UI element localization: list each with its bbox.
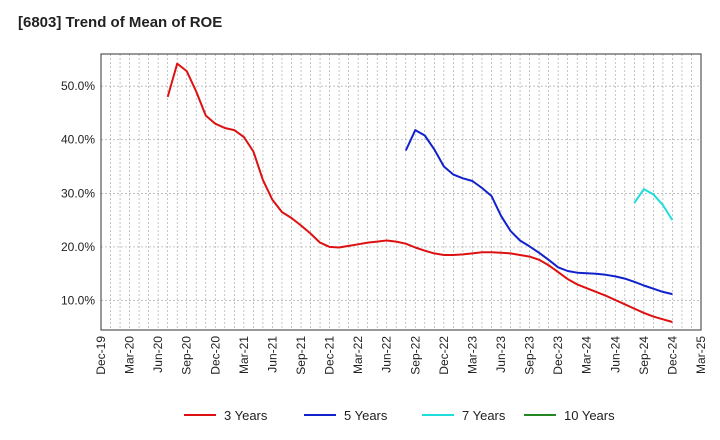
series-line-7-years <box>633 188 674 221</box>
x-tick-label: Mar-23 <box>465 336 479 374</box>
legend-item-7-years: 7 Years <box>422 408 506 423</box>
y-tick-label: 50.0% <box>61 79 95 93</box>
x-tick-label: Dec-20 <box>208 336 222 375</box>
x-tick-label: Sep-22 <box>408 336 422 375</box>
series-line-5-years <box>404 129 673 296</box>
legend-item-3-years: 3 Years <box>184 408 268 423</box>
x-tick-label: Mar-24 <box>580 336 594 374</box>
legend-item-5-years: 5 Years <box>304 408 388 423</box>
x-tick-label: Jun-23 <box>494 336 508 373</box>
x-tick-label: Dec-21 <box>323 336 337 375</box>
x-tick-label: Dec-23 <box>551 336 565 375</box>
x-tick-label: Dec-22 <box>437 336 451 375</box>
chart-title: [6803] Trend of Mean of ROE <box>18 14 223 31</box>
x-tick-label: Dec-19 <box>94 336 108 375</box>
legend: 3 Years 5 Years 7 Years 10 Years <box>184 408 615 423</box>
x-tick-label: Jun-24 <box>608 336 622 373</box>
x-tick-label: Sep-20 <box>180 336 194 375</box>
x-tick-label: Mar-25 <box>694 336 708 374</box>
x-tick-label: Sep-24 <box>637 336 651 375</box>
series-line-3-years <box>166 62 673 323</box>
legend-item-10-years: 10 Years <box>524 408 615 423</box>
x-tick-label: Jun-22 <box>380 336 394 373</box>
plot-area: 10.0% 20.0% 30.0% 40.0% 50.0% Dec-19 Mar-20 Jun… <box>61 53 708 375</box>
legend-label: 10 Years <box>564 408 615 423</box>
x-tick-label: Sep-21 <box>294 336 308 375</box>
legend-label: 5 Years <box>344 408 388 423</box>
x-tick-label: Mar-21 <box>237 336 251 374</box>
y-tick-label: 40.0% <box>61 133 95 147</box>
plot-frame <box>100 53 702 331</box>
x-tick-label: Sep-23 <box>523 336 537 375</box>
plot-background <box>101 54 701 330</box>
legend-label: 7 Years <box>462 408 506 423</box>
legend-label: 3 Years <box>224 408 268 423</box>
y-tick-label: 20.0% <box>61 240 95 254</box>
x-tick-label: Dec-24 <box>665 336 679 375</box>
x-tick-label: Jun-21 <box>265 336 279 373</box>
y-tick-label: 30.0% <box>61 186 95 200</box>
y-tick-label: 10.0% <box>61 294 95 308</box>
x-tick-label: Jun-20 <box>151 336 165 373</box>
x-tick-label: Mar-22 <box>351 336 365 374</box>
x-tick-label: Mar-20 <box>123 336 137 374</box>
